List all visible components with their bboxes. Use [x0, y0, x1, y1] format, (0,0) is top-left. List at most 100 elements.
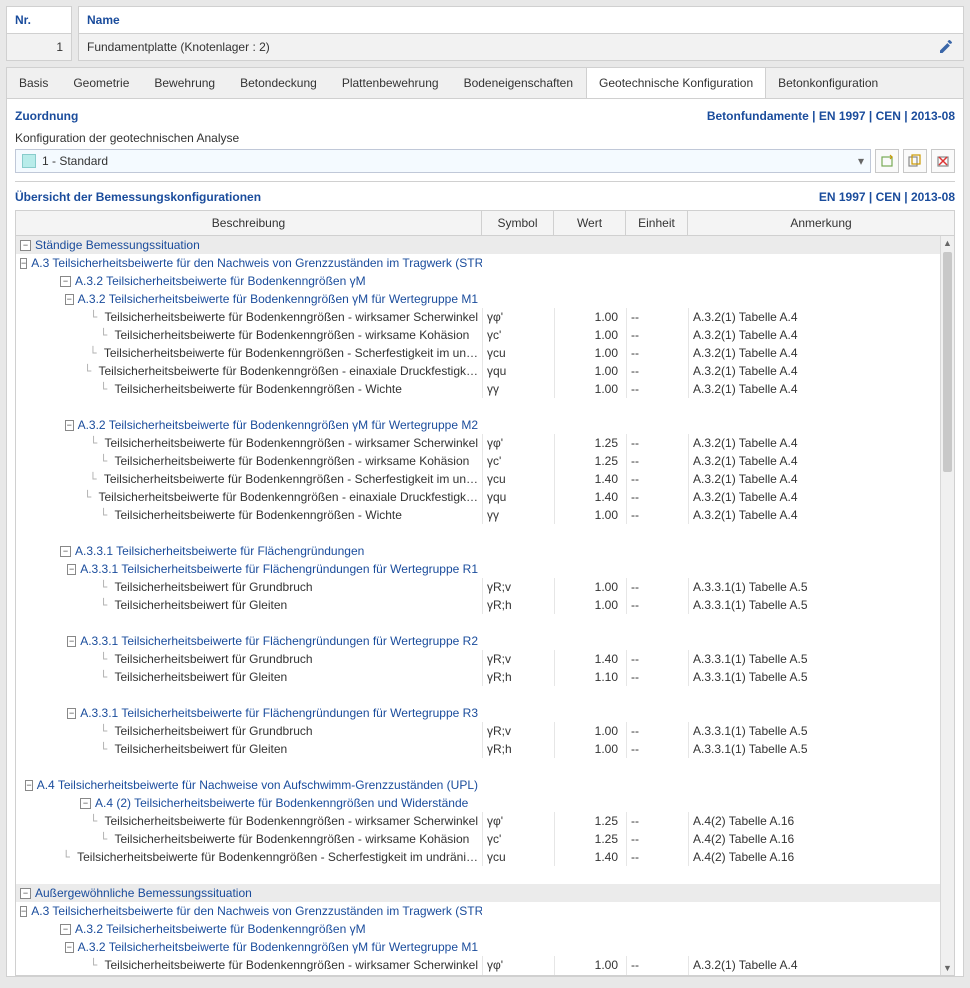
- param-label: Teilsicherheitsbeiwerte für Bodenkenngrö…: [114, 327, 469, 343]
- param-value[interactable]: 1.00: [554, 578, 626, 596]
- param-symbol: γqu: [482, 362, 554, 380]
- content-panel: Zuordnung Betonfundamente | EN 1997 | CE…: [6, 98, 964, 977]
- param-value[interactable]: 1.00: [554, 506, 626, 524]
- param-unit: --: [626, 668, 688, 686]
- tab-plattenbewehrung[interactable]: Plattenbewehrung: [330, 68, 452, 98]
- param-value[interactable]: 1.10: [554, 668, 626, 686]
- param-note: A.4(2) Tabelle A.16: [688, 848, 954, 866]
- param-row: └ Teilsicherheitsbeiwerte für Bodenkenng…: [16, 974, 954, 976]
- param-symbol: γR;v: [482, 650, 554, 668]
- param-label: Teilsicherheitsbeiwert für Grundbruch: [114, 651, 312, 667]
- group-label: A.3.2 Teilsicherheitsbeiwerte für Bodenk…: [78, 291, 478, 307]
- tab-bodeneigenschaften[interactable]: Bodeneigenschaften: [452, 68, 586, 98]
- param-value[interactable]: 1.00: [554, 362, 626, 380]
- tab-betondeckung[interactable]: Betondeckung: [228, 68, 330, 98]
- expand-toggle-icon[interactable]: −: [67, 564, 76, 575]
- group-row[interactable]: −Außergewöhnliche Bemessungssituation: [16, 884, 954, 902]
- group-row[interactable]: −A.3.3.1 Teilsicherheitsbeiwerte für Flä…: [16, 560, 954, 578]
- group-label: A.3 Teilsicherheitsbeiwerte für den Nach…: [31, 903, 482, 919]
- param-unit: --: [626, 434, 688, 452]
- param-row: └ Teilsicherheitsbeiwert für Grundbruchγ…: [16, 722, 954, 740]
- param-row: └ Teilsicherheitsbeiwerte für Bodenkenng…: [16, 308, 954, 326]
- expand-toggle-icon[interactable]: −: [60, 546, 71, 557]
- overview-standard-link[interactable]: EN 1997 | CEN | 2013-08: [819, 190, 955, 204]
- expand-toggle-icon[interactable]: −: [20, 906, 27, 917]
- param-value[interactable]: 1.00: [554, 956, 626, 974]
- expand-toggle-icon[interactable]: −: [67, 636, 76, 647]
- group-row[interactable]: −A.3.2 Teilsicherheitsbeiwerte für Boden…: [16, 290, 954, 308]
- param-note: A.3.2(1) Tabelle A.4: [688, 326, 954, 344]
- tab-geometrie[interactable]: Geometrie: [61, 68, 142, 98]
- delete-config-button[interactable]: [931, 149, 955, 173]
- group-row[interactable]: −Ständige Bemessungssituation: [16, 236, 954, 254]
- param-value[interactable]: 1.40: [554, 848, 626, 866]
- expand-toggle-icon[interactable]: −: [20, 888, 31, 899]
- expand-toggle-icon[interactable]: −: [65, 294, 74, 305]
- group-row[interactable]: −A.3.3.1 Teilsicherheitsbeiwerte für Flä…: [16, 542, 954, 560]
- param-symbol: γcu: [482, 344, 554, 362]
- param-symbol: γφ': [482, 956, 554, 974]
- expand-toggle-icon[interactable]: −: [65, 942, 74, 953]
- param-label: Teilsicherheitsbeiwerte für Bodenkenngrö…: [105, 813, 479, 829]
- tab-bewehrung[interactable]: Bewehrung: [142, 68, 228, 98]
- param-value[interactable]: 1.40: [554, 488, 626, 506]
- param-label: Teilsicherheitsbeiwerte für Bodenkenngrö…: [105, 435, 479, 451]
- expand-toggle-icon[interactable]: −: [20, 258, 27, 269]
- scrollbar[interactable]: ▲ ▼: [940, 236, 954, 975]
- param-value[interactable]: 1.00: [554, 380, 626, 398]
- expand-toggle-icon[interactable]: −: [20, 240, 31, 251]
- scroll-up-icon[interactable]: ▲: [941, 236, 954, 250]
- param-unit: --: [626, 326, 688, 344]
- param-note: A.3.3.1(1) Tabelle A.5: [688, 596, 954, 614]
- group-row[interactable]: −A.3.3.1 Teilsicherheitsbeiwerte für Flä…: [16, 704, 954, 722]
- name-value[interactable]: Fundamentplatte (Knotenlager : 2): [87, 40, 937, 54]
- expand-toggle-icon[interactable]: −: [60, 924, 71, 935]
- expand-toggle-icon[interactable]: −: [60, 276, 71, 287]
- param-value[interactable]: 1.00: [554, 722, 626, 740]
- param-value[interactable]: 1.00: [554, 740, 626, 758]
- config-select[interactable]: 1 - Standard ▾: [15, 149, 871, 173]
- param-symbol: γR;h: [482, 668, 554, 686]
- param-note: A.3.2(1) Tabelle A.4: [688, 308, 954, 326]
- assignment-standard-link[interactable]: Betonfundamente | EN 1997 | CEN | 2013-0…: [707, 109, 955, 123]
- expand-toggle-icon[interactable]: −: [67, 708, 76, 719]
- param-value[interactable]: 1.40: [554, 470, 626, 488]
- copy-config-button[interactable]: [903, 149, 927, 173]
- param-label: Teilsicherheitsbeiwert für Grundbruch: [114, 579, 312, 595]
- tab-basis[interactable]: Basis: [7, 68, 61, 98]
- group-row[interactable]: −A.3.2 Teilsicherheitsbeiwerte für Boden…: [16, 920, 954, 938]
- param-value[interactable]: 1.40: [554, 650, 626, 668]
- scroll-thumb[interactable]: [943, 252, 952, 472]
- group-row[interactable]: −A.4 (2) Teilsicherheitsbeiwerte für Bod…: [16, 794, 954, 812]
- param-value[interactable]: 1.25: [554, 812, 626, 830]
- param-value[interactable]: 1.00: [554, 344, 626, 362]
- param-value[interactable]: 1.25: [554, 830, 626, 848]
- param-value[interactable]: 1.25: [554, 452, 626, 470]
- param-value[interactable]: 1.00: [554, 326, 626, 344]
- param-value[interactable]: 1.00: [554, 974, 626, 976]
- group-row[interactable]: −A.3.3.1 Teilsicherheitsbeiwerte für Flä…: [16, 632, 954, 650]
- param-value[interactable]: 1.00: [554, 596, 626, 614]
- param-unit: --: [626, 470, 688, 488]
- group-row[interactable]: −A.3.2 Teilsicherheitsbeiwerte für Boden…: [16, 272, 954, 290]
- param-note: A.3.2(1) Tabelle A.4: [688, 344, 954, 362]
- group-row[interactable]: −A.4 Teilsicherheitsbeiwerte für Nachwei…: [16, 776, 954, 794]
- scroll-down-icon[interactable]: ▼: [941, 961, 954, 975]
- group-row[interactable]: −A.3 Teilsicherheitsbeiwerte für den Nac…: [16, 254, 954, 272]
- new-config-button[interactable]: [875, 149, 899, 173]
- expand-toggle-icon[interactable]: −: [65, 420, 74, 431]
- nr-value[interactable]: 1: [6, 33, 72, 61]
- group-row[interactable]: −A.3.2 Teilsicherheitsbeiwerte für Boden…: [16, 938, 954, 956]
- group-row[interactable]: −A.3.2 Teilsicherheitsbeiwerte für Boden…: [16, 416, 954, 434]
- param-unit: --: [626, 488, 688, 506]
- expand-toggle-icon[interactable]: −: [25, 780, 32, 791]
- param-value[interactable]: 1.25: [554, 434, 626, 452]
- expand-toggle-icon[interactable]: −: [80, 798, 91, 809]
- tab-betonkonfiguration[interactable]: Betonkonfiguration: [766, 68, 891, 98]
- param-value[interactable]: 1.00: [554, 308, 626, 326]
- param-note: A.4(2) Tabelle A.16: [688, 812, 954, 830]
- edit-name-icon[interactable]: [937, 38, 955, 56]
- tab-geotechnische-konfiguration[interactable]: Geotechnische Konfiguration: [586, 68, 766, 98]
- group-row[interactable]: −A.3 Teilsicherheitsbeiwerte für den Nac…: [16, 902, 954, 920]
- param-unit: --: [626, 830, 688, 848]
